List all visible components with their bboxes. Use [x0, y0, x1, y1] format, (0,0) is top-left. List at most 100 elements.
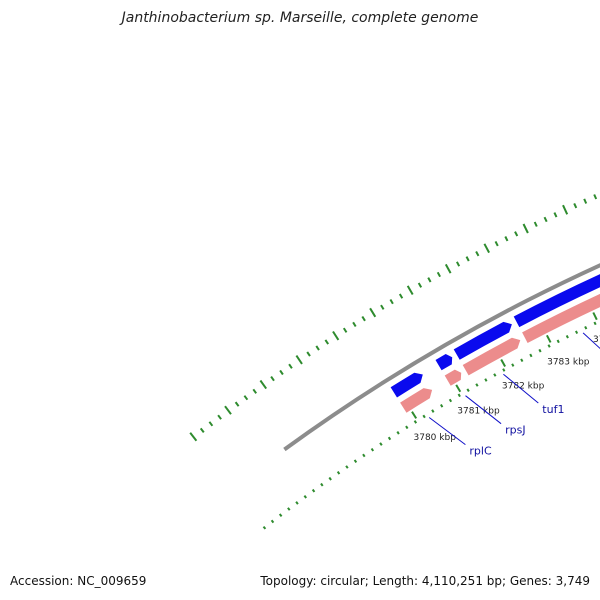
inner-tick-mark [370, 447, 375, 452]
outer-tick-mark [252, 388, 258, 394]
inner-tick-mark [387, 436, 392, 441]
inner-tick-mark [379, 442, 383, 446]
outer-tick-mark [398, 293, 404, 299]
gene-rpsJ [435, 354, 453, 371]
inner-tick-mark [353, 459, 358, 463]
accession-text: Accession: NC_009659 [10, 574, 147, 588]
gene-label-rpsJ: rpsJ [505, 424, 525, 437]
kbp-tick-3781 [455, 384, 462, 393]
outer-tick-mark [389, 298, 394, 305]
gene-tuf1 [453, 321, 512, 360]
kbp-tick-3784 [592, 312, 598, 321]
outer-tick-mark [465, 256, 470, 262]
inner-tick-mark [493, 373, 497, 377]
outer-tick-mark [522, 223, 529, 234]
inner-tick-mark [270, 519, 275, 524]
outer-tick-mark [573, 202, 578, 209]
kbp-scale-labels: 3780 kbp 3781 kbp 3782 kbp 3783 kbp 3784 kbp… [411, 312, 600, 443]
gene-rplC [390, 372, 423, 398]
inner-tick-mark [311, 488, 316, 493]
gene-leader-rplC [428, 417, 466, 446]
inner-tick-mark [538, 348, 542, 353]
kbp-label-3783: 3783 kbp [547, 357, 590, 367]
inner-tick-mark [431, 409, 435, 413]
gene-feature-7 [522, 293, 600, 343]
inner-tick-ring [262, 321, 597, 530]
inner-tick-mark [584, 325, 588, 330]
outer-tick-mark [562, 204, 569, 215]
genome-stats-text: Topology: circular; Length: 4,110,251 bp… [260, 574, 590, 588]
inner-tick-mark [295, 501, 299, 505]
outer-tick-mark [514, 231, 519, 237]
outer-tick-mark [306, 351, 311, 357]
inner-tick-mark [593, 321, 597, 326]
outer-tick-mark [504, 236, 509, 242]
outer-tick-mark [243, 395, 249, 401]
inner-tick-mark [520, 358, 524, 363]
outer-tick-mark [483, 243, 490, 254]
inner-tick-mark [565, 334, 569, 339]
outer-tick-mark [270, 376, 275, 382]
inner-tick-mark [502, 368, 506, 372]
gene-feature-5 [462, 337, 521, 376]
inner-tick-mark [547, 344, 551, 348]
inner-tick-mark [396, 431, 400, 435]
inner-tick-mark [457, 393, 461, 398]
inner-tick-mark [336, 471, 341, 475]
outer-tick-mark [553, 212, 558, 218]
inner-tick-mark [287, 507, 291, 511]
gene-fusA [513, 274, 600, 328]
gene-track [390, 274, 600, 413]
kbp-tick-3783 [546, 334, 552, 343]
inner-tick-mark [529, 353, 533, 358]
outer-tick-mark [352, 321, 357, 328]
kbp-label-3781: 3781 kbp [457, 407, 500, 417]
inner-tick-mark [511, 363, 515, 367]
inner-tick-mark [440, 404, 444, 408]
outer-tick-mark [444, 263, 452, 274]
outer-tick-mark [543, 216, 548, 223]
outer-tick-mark [533, 221, 538, 227]
inner-tick-mark [320, 482, 324, 487]
outer-tick-mark [324, 339, 330, 345]
outer-tick-mark [593, 194, 598, 200]
inner-tick-mark [574, 330, 579, 335]
inner-tick-mark [362, 453, 366, 458]
outer-tick-mark [189, 432, 198, 442]
outer-tick-mark [494, 240, 499, 247]
outer-tick-mark [295, 355, 303, 365]
outer-tick-mark [436, 271, 441, 278]
inner-tick-mark [484, 378, 488, 382]
kbp-label-3782: 3782 kbp [502, 381, 545, 391]
outer-tick-mark [342, 327, 348, 333]
outer-tick-mark [332, 330, 340, 341]
kbp-tick-3780 [411, 411, 418, 419]
gene-leader-rpsJ [465, 395, 502, 425]
inner-tick-mark [262, 525, 267, 530]
outer-tick-mark [279, 369, 284, 376]
backbone-line [283, 263, 600, 452]
kbp-label-3784: 3784 kbp [593, 335, 600, 345]
outer-tick-mark [199, 427, 205, 434]
outer-tick-mark [361, 315, 366, 322]
backbone-arc [283, 263, 600, 452]
outer-tick-ring [189, 194, 598, 442]
outer-tick-mark [456, 261, 461, 267]
outer-tick-mark [380, 304, 385, 310]
outer-tick-mark [234, 401, 240, 407]
inner-tick-mark [345, 465, 349, 469]
inner-tick-mark [328, 476, 332, 481]
outer-tick-mark [406, 285, 414, 296]
kbp-tick-3782 [500, 359, 506, 367]
map-title: Janthinobacterium sp. Marseille, complet… [121, 10, 479, 26]
gene-feature-3 [444, 369, 462, 386]
outer-tick-mark [369, 307, 377, 318]
inner-tick-mark [556, 339, 560, 344]
outer-tick-mark [475, 251, 480, 257]
inner-tick-mark [466, 388, 470, 392]
outer-tick-mark [208, 421, 214, 427]
inner-tick-mark [405, 425, 409, 430]
inner-tick-mark [422, 414, 426, 419]
